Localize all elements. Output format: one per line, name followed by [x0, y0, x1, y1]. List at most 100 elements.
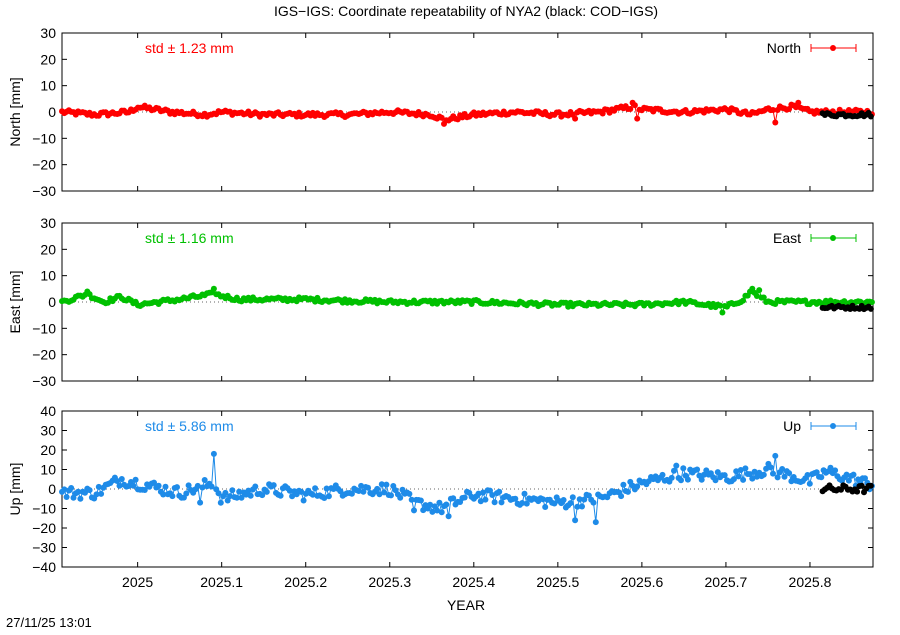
y-tick-label: 20 [40, 51, 56, 67]
data-point [183, 490, 190, 497]
data-point [323, 485, 330, 492]
data-point [325, 493, 332, 500]
data-point [443, 501, 450, 508]
data-point [436, 499, 443, 506]
data-point [118, 476, 125, 482]
cod-series-north [819, 109, 874, 120]
cod-data-point [867, 482, 874, 489]
cod-data-point [867, 113, 874, 120]
data-point [411, 507, 417, 514]
data-point [671, 467, 677, 474]
data-point [719, 309, 726, 316]
data-point [289, 493, 296, 500]
data-point [618, 493, 625, 500]
cod-data-point [854, 488, 861, 495]
series-markers-up [59, 450, 875, 526]
data-point [224, 497, 231, 504]
data-point [155, 482, 162, 489]
data-point [714, 469, 721, 476]
data-point [747, 471, 753, 478]
data-point [321, 495, 328, 501]
data-point [222, 489, 229, 496]
data-point [75, 488, 82, 495]
legend-label: East [773, 230, 801, 246]
x-tick-label: 2025.6 [620, 574, 663, 590]
data-point [95, 483, 102, 490]
data-point [631, 102, 638, 109]
data-point [749, 475, 756, 482]
data-point [698, 476, 705, 483]
data-point [539, 496, 546, 503]
data-point [114, 478, 121, 484]
x-tick-label: 2025.3 [368, 574, 411, 590]
data-point [862, 475, 868, 482]
data-point [337, 488, 344, 495]
data-point [482, 496, 489, 503]
y-tick-label: −20 [32, 520, 56, 536]
data-point [238, 494, 245, 501]
data-point [420, 507, 427, 514]
y-tick-label: 30 [40, 215, 56, 231]
data-point [247, 492, 254, 499]
data-point [434, 507, 441, 514]
y-tick-label: −30 [32, 373, 56, 389]
data-point [678, 477, 684, 484]
cod-series-up [819, 482, 874, 496]
data-point [868, 299, 875, 306]
data-point [450, 495, 457, 502]
data-point [813, 469, 820, 476]
data-point [309, 491, 316, 498]
data-point [774, 474, 781, 481]
data-point [217, 499, 224, 506]
data-point [730, 476, 737, 483]
data-point [365, 484, 371, 491]
data-point [781, 473, 788, 480]
data-point [804, 472, 811, 478]
y-tick-label: 20 [40, 442, 56, 458]
data-point [461, 494, 468, 501]
data-point [312, 485, 319, 492]
y-axis-label: East [mm] [7, 270, 23, 333]
data-point [845, 477, 852, 484]
data-point [751, 468, 758, 475]
data-point [132, 476, 139, 483]
data-point [832, 467, 839, 474]
data-point [717, 302, 724, 309]
data-point [673, 462, 680, 469]
data-point [625, 488, 631, 495]
data-point [795, 99, 802, 106]
y-tick-label: −30 [32, 183, 56, 199]
data-point [406, 490, 413, 497]
data-point [445, 513, 452, 520]
data-point [215, 490, 222, 497]
data-point [576, 496, 583, 503]
data-point [151, 479, 157, 486]
y-tick-label: −10 [32, 320, 56, 336]
data-point [233, 494, 240, 501]
data-point [185, 482, 192, 489]
data-point [210, 450, 217, 457]
data-point [194, 482, 201, 489]
data-point [733, 468, 740, 475]
data-point [358, 482, 365, 489]
data-point [378, 481, 385, 488]
data-point [397, 494, 404, 501]
data-point [201, 477, 208, 483]
legend-label: Up [783, 418, 801, 434]
data-point [68, 485, 75, 491]
cod-data-point [858, 482, 865, 489]
x-tick-label: 2025.4 [452, 574, 495, 590]
series-line-up [61, 453, 873, 523]
std-label: std ± 1.16 mm [145, 230, 234, 246]
data-point [277, 492, 284, 499]
data-point [417, 497, 424, 504]
data-point [634, 483, 641, 490]
data-point [487, 487, 493, 494]
data-point [770, 107, 776, 113]
panel-up: 40 30 20 10 0 −10 −20 −30 −40 Up [mm] std ± 5.86 m… [7, 403, 875, 590]
data-point [376, 491, 383, 498]
data-point [523, 500, 530, 507]
data-point [298, 488, 305, 495]
data-point [61, 486, 68, 493]
